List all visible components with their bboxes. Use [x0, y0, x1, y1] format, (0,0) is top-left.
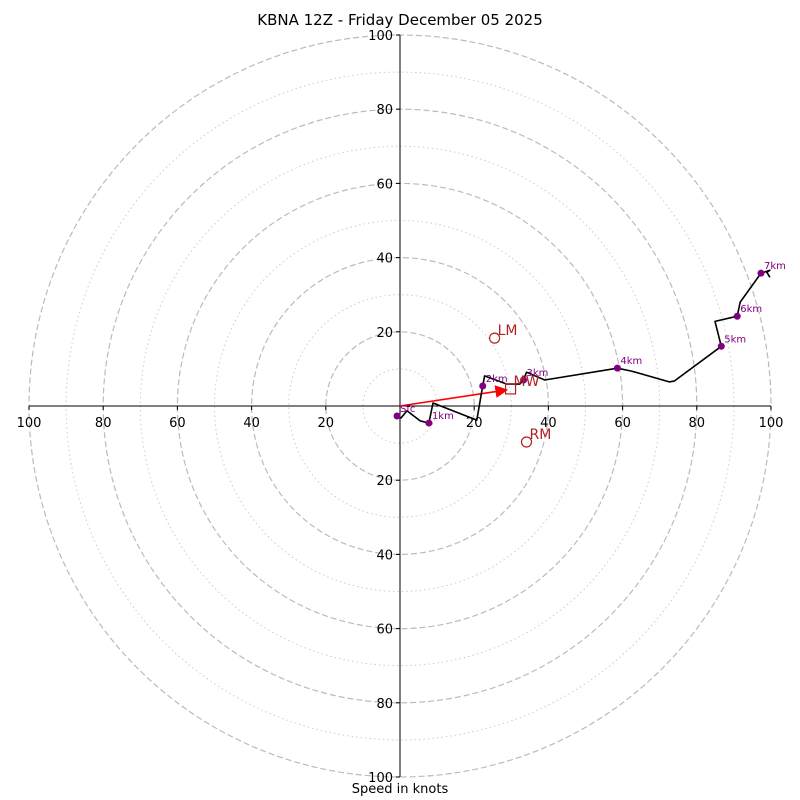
height-label-6km: 6km: [740, 304, 762, 315]
height-label-sfc: Sfc: [400, 404, 415, 415]
y-tick-label: 100: [368, 771, 393, 786]
hodograph-line: [396, 269, 771, 424]
height-point-4km: [613, 364, 621, 372]
x-tick-label: 20: [466, 416, 483, 431]
height-label-7km: 7km: [764, 261, 786, 272]
x-tick-label: 100: [759, 416, 784, 431]
height-point-2km: [479, 382, 487, 390]
x-tick-label: 80: [689, 416, 706, 431]
y-tick-label: 20: [376, 474, 393, 489]
y-tick-label: 40: [376, 252, 393, 267]
x-tick-label: 20: [318, 416, 335, 431]
y-tick-label: 80: [376, 103, 393, 118]
y-tick-label: 100: [368, 29, 393, 44]
height-label-1km: 1km: [432, 411, 454, 422]
x-tick-label: 80: [95, 416, 112, 431]
x-tick-label: 100: [17, 416, 42, 431]
storm-motion-marker-mw: [504, 383, 517, 395]
height-label-2km: 2km: [486, 374, 508, 385]
y-tick-label: 20: [376, 326, 393, 341]
height-point-3km: [520, 376, 528, 384]
height-point-sfc: [393, 412, 401, 420]
height-point-6km: [733, 312, 741, 320]
height-label-3km: 3km: [527, 368, 549, 379]
x-tick-label: 40: [243, 416, 260, 431]
y-tick-label: 80: [376, 697, 393, 712]
height-label-5km: 5km: [724, 334, 746, 345]
chart-title: KBNA 12Z - Friday December 05 2025: [257, 11, 543, 29]
storm-motion-label-mw: MW: [514, 374, 540, 390]
x-tick-label: 60: [169, 416, 186, 431]
height-point-5km: [717, 342, 725, 350]
x-axis-label: Speed in knots: [351, 782, 449, 797]
height-point-1km: [425, 419, 433, 427]
x-tick-label: 40: [540, 416, 557, 431]
storm-motion-marker-rm: [520, 436, 533, 448]
height-label-4km: 4km: [620, 356, 642, 367]
mean-wind-arrow: [399, 385, 509, 407]
height-point-7km: [757, 269, 765, 277]
y-tick-label: 40: [376, 548, 393, 563]
storm-motion-marker-lm: [489, 332, 501, 344]
y-tick-label: 60: [376, 623, 393, 638]
storm-motion-label-rm: RM: [530, 427, 552, 443]
y-tick-label: 60: [376, 177, 393, 192]
storm-motion-label-lm: LM: [498, 323, 518, 339]
x-tick-label: 60: [614, 416, 631, 431]
